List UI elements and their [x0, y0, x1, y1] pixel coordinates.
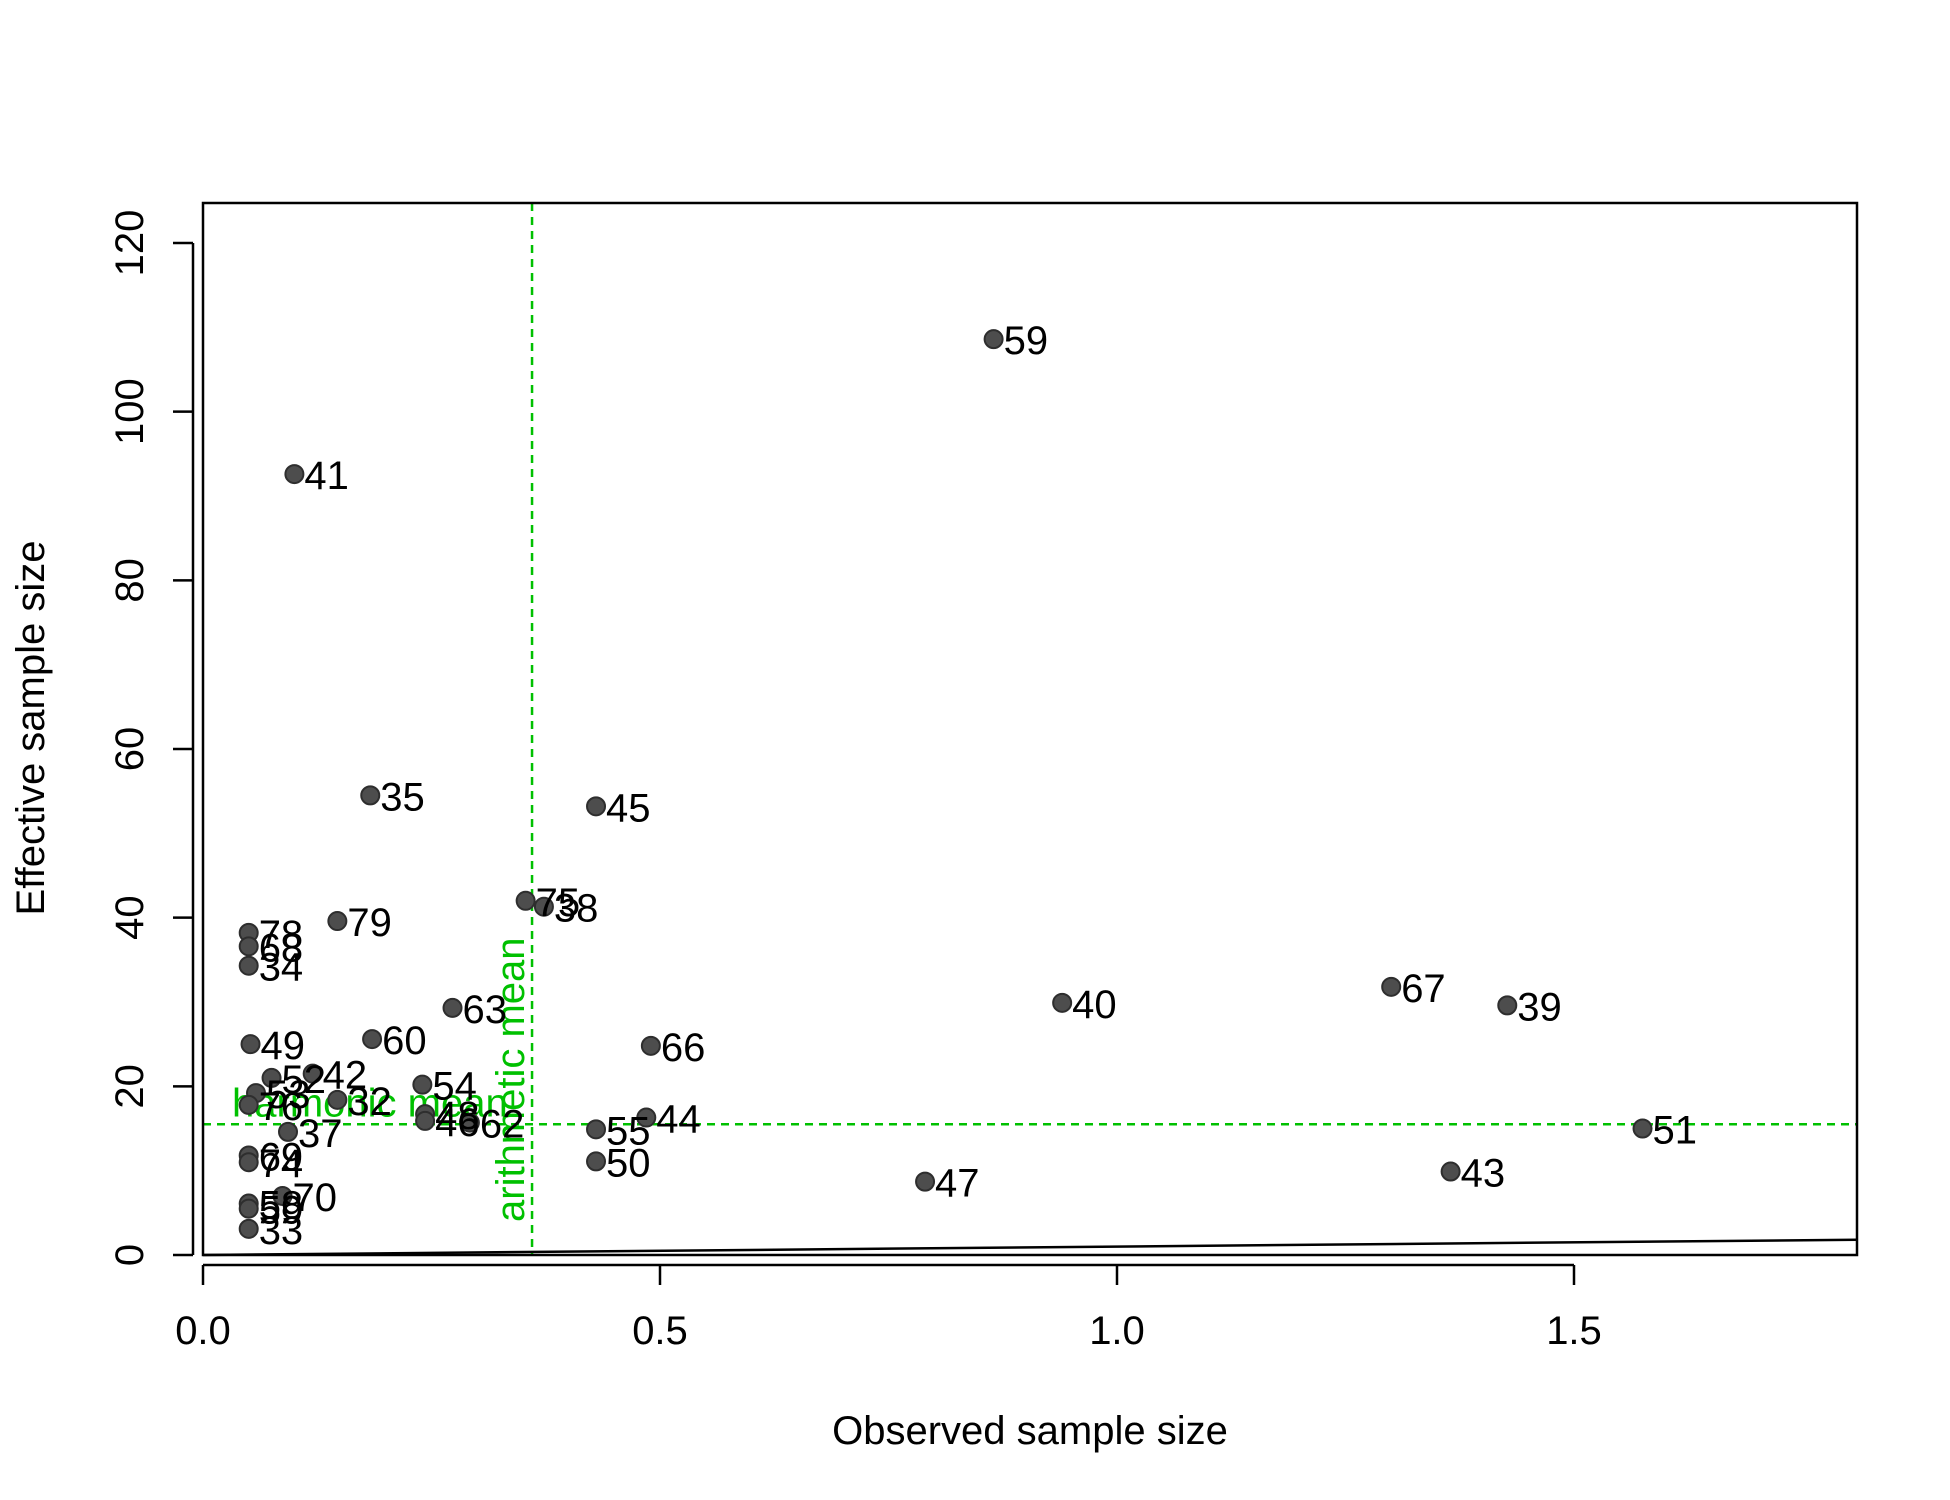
data-point [533, 896, 554, 917]
data-point [360, 785, 381, 806]
y-tick-label: 40 [108, 895, 152, 940]
data-points [238, 329, 1653, 1239]
data-point [983, 329, 1004, 350]
data-point [1381, 976, 1402, 997]
x-axis-title: Observed sample size [832, 1409, 1228, 1453]
data-point [238, 936, 259, 957]
data-point [278, 1121, 299, 1142]
point-label: 52 [282, 1058, 327, 1102]
point-label: 34 [259, 946, 304, 990]
data-point [415, 1110, 436, 1131]
point-label: 66 [661, 1026, 706, 1070]
point-label: 67 [1401, 967, 1446, 1011]
point-label: 44 [656, 1098, 701, 1142]
data-point [586, 1151, 607, 1172]
point-label: 69 [259, 1135, 304, 1179]
point-label: 78 [259, 913, 304, 957]
data-point [284, 464, 305, 485]
data-point [238, 1152, 259, 1173]
data-point [515, 890, 536, 911]
point-label: 47 [935, 1162, 980, 1206]
data-point [327, 1089, 348, 1110]
point-label: 55 [606, 1109, 651, 1153]
x-tick-label: 0.0 [175, 1309, 231, 1353]
point-label: 48 [435, 1094, 480, 1138]
data-point [412, 1074, 433, 1095]
point-label: 46 [435, 1101, 480, 1145]
data-point [586, 796, 607, 817]
point-label: 51 [1653, 1109, 1698, 1153]
data-point [302, 1063, 323, 1084]
x-tick-label: 0.5 [632, 1309, 688, 1353]
point-label: 60 [382, 1019, 427, 1063]
point-label: 58 [259, 1184, 304, 1228]
point-label: 59 [1004, 319, 1049, 363]
identity-line [202, 1238, 1858, 1257]
point-label: 49 [261, 1024, 306, 1068]
data-point [459, 1112, 480, 1133]
y-tick-label: 80 [108, 558, 152, 603]
point-label: 75 [536, 881, 581, 925]
point-label: 68 [259, 926, 304, 970]
point-label: 79 [347, 901, 392, 945]
data-point [238, 1198, 259, 1219]
y-tick-label: 20 [108, 1064, 152, 1109]
data-point [1440, 1161, 1461, 1182]
point-label: 39 [1517, 985, 1562, 1029]
point-label: 33 [259, 1209, 304, 1253]
point-label: 42 [323, 1054, 368, 1098]
data-point [1052, 992, 1073, 1013]
point-label: 37 [298, 1112, 343, 1156]
data-point [261, 1067, 282, 1088]
data-point [1497, 995, 1518, 1016]
y-axis: 0 20 40 60 80 100 120 [108, 210, 195, 1266]
data-point [586, 1119, 607, 1140]
plot-frame [201, 201, 1859, 1257]
point-label: 35 [380, 775, 425, 819]
data-point [636, 1107, 657, 1128]
data-point [1632, 1118, 1653, 1139]
x-tick-label: 1.0 [1089, 1309, 1145, 1353]
point-label: 43 [1461, 1152, 1506, 1196]
y-tick-label: 0 [108, 1244, 152, 1266]
x-tick-label: 1.5 [1546, 1309, 1602, 1353]
data-point [240, 1034, 261, 1055]
point-label: 74 [259, 1142, 304, 1186]
point-label: 45 [606, 786, 651, 830]
point-label: 38 [554, 887, 599, 931]
data-point [327, 911, 348, 932]
point-label: 76 [259, 1085, 304, 1129]
y-axis-title: Effective sample size [9, 541, 53, 916]
data-point [442, 997, 463, 1018]
data-point [238, 1094, 259, 1115]
data-point [915, 1171, 936, 1192]
data-point [238, 955, 259, 976]
y-tick-label: 100 [108, 378, 152, 445]
arithmetic-mean-label: arithmetic mean [489, 937, 533, 1222]
y-tick-label: 120 [108, 210, 152, 277]
y-tick-label: 60 [108, 727, 152, 772]
data-point [362, 1029, 383, 1050]
point-label: 32 [347, 1080, 392, 1124]
point-label: 62 [480, 1103, 525, 1147]
data-point [238, 1218, 259, 1239]
point-label: 41 [304, 454, 349, 498]
point-label: 59 [259, 1189, 304, 1233]
point-label: 70 [293, 1176, 338, 1220]
data-point [640, 1035, 661, 1056]
point-label: 40 [1072, 983, 1117, 1027]
data-point [272, 1185, 293, 1206]
point-label: 54 [432, 1065, 477, 1109]
point-label: 63 [463, 988, 508, 1032]
x-axis: 0.0 0.5 1.0 1.5 [175, 1263, 1602, 1353]
point-label: 53 [266, 1073, 311, 1117]
point-label: 50 [606, 1141, 651, 1185]
